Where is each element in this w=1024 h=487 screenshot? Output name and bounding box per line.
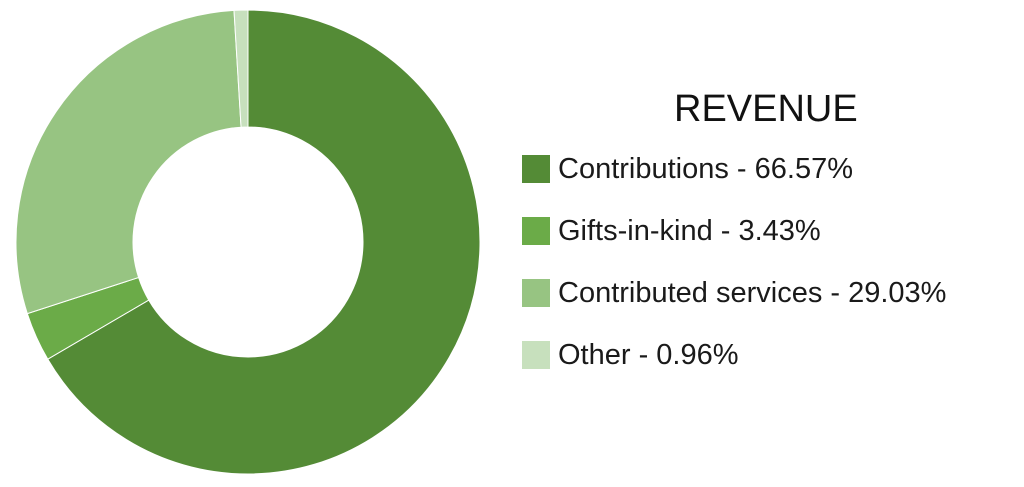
legend-swatch-other	[522, 341, 550, 369]
revenue-donut-chart	[15, 9, 481, 475]
chart-legend: REVENUE Contributions - 66.57% Gifts-in-…	[522, 80, 1012, 386]
slice-other	[233, 9, 249, 128]
legend-swatch-gifts-in-kind	[522, 217, 550, 245]
chart-title: REVENUE	[674, 88, 858, 130]
legend-item-other: Other - 0.96%	[522, 324, 1012, 386]
legend-label-other: Other - 0.96%	[558, 338, 739, 371]
legend-item-contributions: Contributions - 66.57%	[522, 138, 1012, 200]
legend-item-contributed-services: Contributed services - 29.03%	[522, 262, 1012, 324]
legend-label-gifts-in-kind: Gifts-in-kind - 3.43%	[558, 214, 821, 247]
legend-label-contributions: Contributions - 66.57%	[558, 152, 853, 185]
legend-swatch-contributions	[522, 155, 550, 183]
legend-item-gifts-in-kind: Gifts-in-kind - 3.43%	[522, 200, 1012, 262]
slice-contributions	[47, 9, 481, 475]
legend-swatch-contributed-services	[522, 279, 550, 307]
legend-label-contributed-services: Contributed services - 29.03%	[558, 276, 947, 309]
slice-contributed-services	[15, 9, 242, 315]
